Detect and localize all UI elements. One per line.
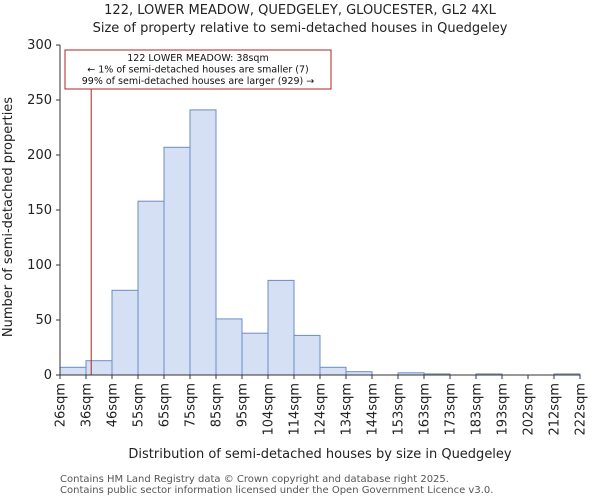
y-tick-label: 150 [27,203,52,218]
bar-46sqm [111,289,139,376]
y-tick-label: 300 [27,38,52,53]
bar-65sqm [163,146,191,376]
bar-95sqm [241,332,269,376]
chart-title: 122, LOWER MEADOW, QUEDGELEY, GLOUCESTER… [104,3,496,18]
x-tick-label: 75sqm [184,383,199,427]
x-tick-label: 183sqm [470,383,485,436]
annotation-line-1: 122 LOWER MEADOW: 38sqm [127,53,268,64]
annotation-line-3: 99% of semi-detached houses are larger (… [82,76,315,87]
annotation-line-2: ← 1% of semi-detached houses are smaller… [87,65,308,76]
bar-85sqm [215,318,243,376]
x-tick-label: 173sqm [444,383,459,436]
x-tick-label: 114sqm [288,383,303,436]
bar-114sqm [293,334,321,376]
annotation-box [64,49,332,90]
footer-copyright: Contains HM Land Registry data © Crown c… [60,474,449,485]
y-axis-label: Number of semi-detached properties [1,97,16,337]
x-tick-label: 202sqm [522,383,537,436]
x-tick-label: 55sqm [132,383,147,427]
y-tick-label: 250 [27,93,52,108]
x-tick-label: 65sqm [158,383,173,427]
x-axis-label: Distribution of semi-detached houses by … [128,447,512,462]
bar-55sqm [137,200,165,376]
x-tick-label: 134sqm [340,383,355,436]
y-tick-label: 50 [35,313,52,328]
x-tick-label: 124sqm [314,383,329,436]
y-tick-label: 0 [44,368,52,383]
x-tick-label: 163sqm [418,383,433,436]
bar-36sqm [85,360,113,376]
x-tick-label: 222sqm [574,383,589,436]
footer-licence: Contains public sector information licen… [60,485,494,496]
x-tick-label: 95sqm [236,383,251,427]
x-tick-label: 104sqm [262,383,277,436]
x-tick-label: 193sqm [496,383,511,436]
x-tick-label: 46sqm [106,383,121,427]
bar-104sqm [267,279,295,376]
y-tick-label: 200 [27,148,52,163]
chart-subtitle: Size of property relative to semi-detach… [92,21,508,36]
x-tick-label: 212sqm [548,383,563,436]
y-tick-label: 100 [27,258,52,273]
bar-124sqm [319,366,347,376]
x-tick-label: 153sqm [392,383,407,436]
bar-26sqm [59,366,87,376]
x-tick-label: 144sqm [366,383,381,436]
x-tick-label: 85sqm [210,383,225,427]
x-tick-label: 36sqm [80,383,95,427]
bar-75sqm [189,109,217,376]
x-tick-label: 26sqm [54,383,69,427]
